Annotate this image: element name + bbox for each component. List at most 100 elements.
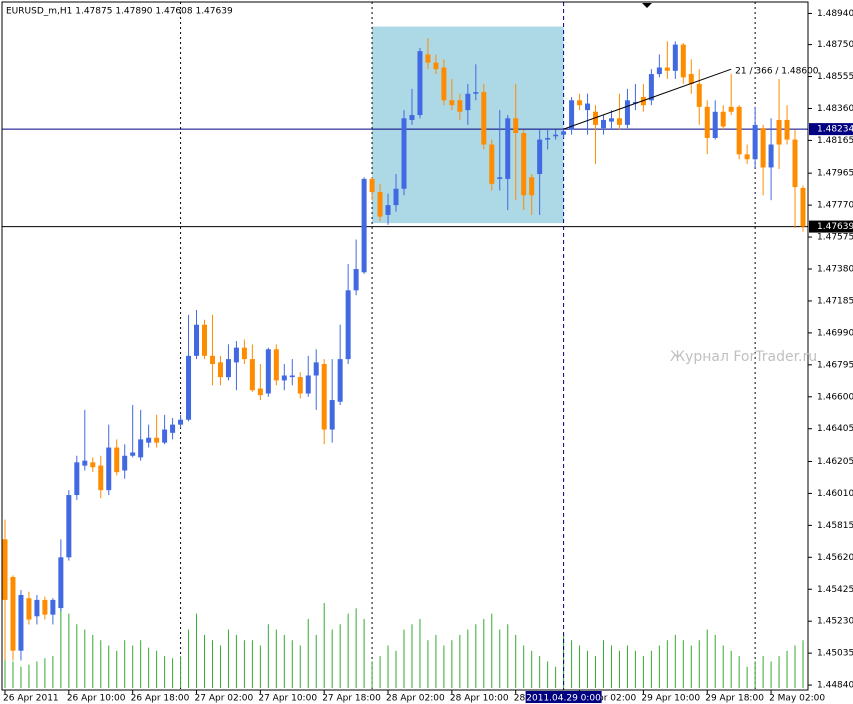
candle-body [186,355,192,420]
y-tick-label: 1.47185 [817,296,853,306]
y-tick-label: 1.45620 [817,553,853,563]
x-tick-label: 2 May 02:00 [769,694,825,704]
candle-body [513,118,519,134]
trendline [563,68,732,130]
candle-body [337,359,343,402]
x-tick-label: 29 Apr 10:00 [641,694,700,704]
candle-body [489,144,495,184]
candle-body [720,111,726,127]
candle-body [497,177,503,179]
x-tick-label: 29 Apr 18:00 [705,694,764,704]
candle-body [473,92,479,94]
candle-body [209,355,215,365]
price-label: 1.48234 [817,125,853,135]
y-tick-label: 1.46600 [817,392,853,402]
candle-body [545,137,551,140]
y-tick-label: 1.46010 [817,489,853,499]
candle-body [624,100,630,125]
candle-body [776,119,782,145]
candle-body [42,599,48,615]
candle-body [74,462,80,496]
candle-body [58,557,64,609]
candle-body [601,119,606,129]
candle-body [521,133,527,196]
x-tick-label: 26 Apr 10:00 [67,694,126,704]
y-tick-label: 1.45035 [817,649,853,659]
candle-body [680,44,686,78]
candle-body [122,455,128,471]
chart-title: EURUSD_m,H1 1.47875 1.47890 1.47608 1.47… [6,7,233,17]
candle-body [249,359,255,391]
candle-body [728,106,734,112]
trendline-label: 21 / 366 / 1.48600 [735,67,819,77]
candle-body [648,74,654,101]
y-tick-label: 1.46795 [817,360,853,370]
candle-body [577,100,583,106]
candle-body [194,324,200,356]
candle-body [289,375,295,378]
candle-body [106,447,112,491]
candle-body [114,447,120,473]
candle-body [433,62,439,70]
x-tick-label: 27 Apr 02:00 [195,694,254,704]
candle-body [640,97,646,106]
candle-body [265,349,271,394]
candle-body [672,44,678,71]
candle-body [82,460,88,466]
y-tick-label: 1.46990 [817,328,853,338]
candle-body [377,192,383,217]
candle-body [800,187,806,227]
y-tick-label: 1.47380 [817,265,853,275]
candle-body [154,437,160,443]
watermark: Журнал ForTrader.ru [670,349,817,365]
x-tick-label: 26 Apr 18:00 [131,694,190,704]
candle-body [704,106,710,138]
candle-body [744,154,750,160]
crosshair-label: 2011.04.29 0:00 [526,694,601,704]
candle-body [305,375,311,394]
x-tick-label: 28 Apr 10:00 [450,694,509,704]
y-tick-label: 1.45230 [817,617,853,627]
candle-body [369,178,375,193]
plot-frame [1,1,809,691]
shift-marker [642,3,652,8]
candle-body [98,465,104,491]
candle-body [664,67,670,71]
candle-body [313,362,319,376]
candle-body [281,375,287,381]
candle-body [529,177,535,196]
candle-body [393,188,399,206]
candle-body [202,324,207,356]
candle-body [616,118,622,125]
candle-body [321,364,327,430]
candle-body [273,349,279,381]
candle-body [632,101,638,104]
candle-body [345,290,351,360]
candle-body [561,131,567,135]
candle-body [170,424,176,433]
y-tick-label: 1.45425 [817,585,853,595]
candle-body [608,118,614,122]
y-tick-label: 1.47965 [817,169,853,179]
candle-body [449,100,455,106]
y-tick-label: 1.46405 [817,424,853,434]
y-tick-label: 1.48165 [817,136,853,146]
candle-body [90,462,96,468]
candle-body [138,439,144,458]
x-tick-label: 27 Apr 10:00 [258,694,317,704]
candle-body [34,599,40,617]
candle-body [760,128,766,168]
candle-body [385,205,391,215]
candle-body [417,51,423,116]
candle-body [425,54,431,63]
x-tick-label: 28 Apr 02:00 [386,694,445,704]
candle-body [409,115,415,120]
candle-body [593,111,599,125]
candle-body [66,495,72,558]
y-tick-label: 1.45815 [817,521,853,531]
candle-body [457,100,463,112]
candle-body [297,377,303,394]
candle-body [162,429,168,443]
price-label-box [809,123,853,136]
candle-body [146,437,152,443]
